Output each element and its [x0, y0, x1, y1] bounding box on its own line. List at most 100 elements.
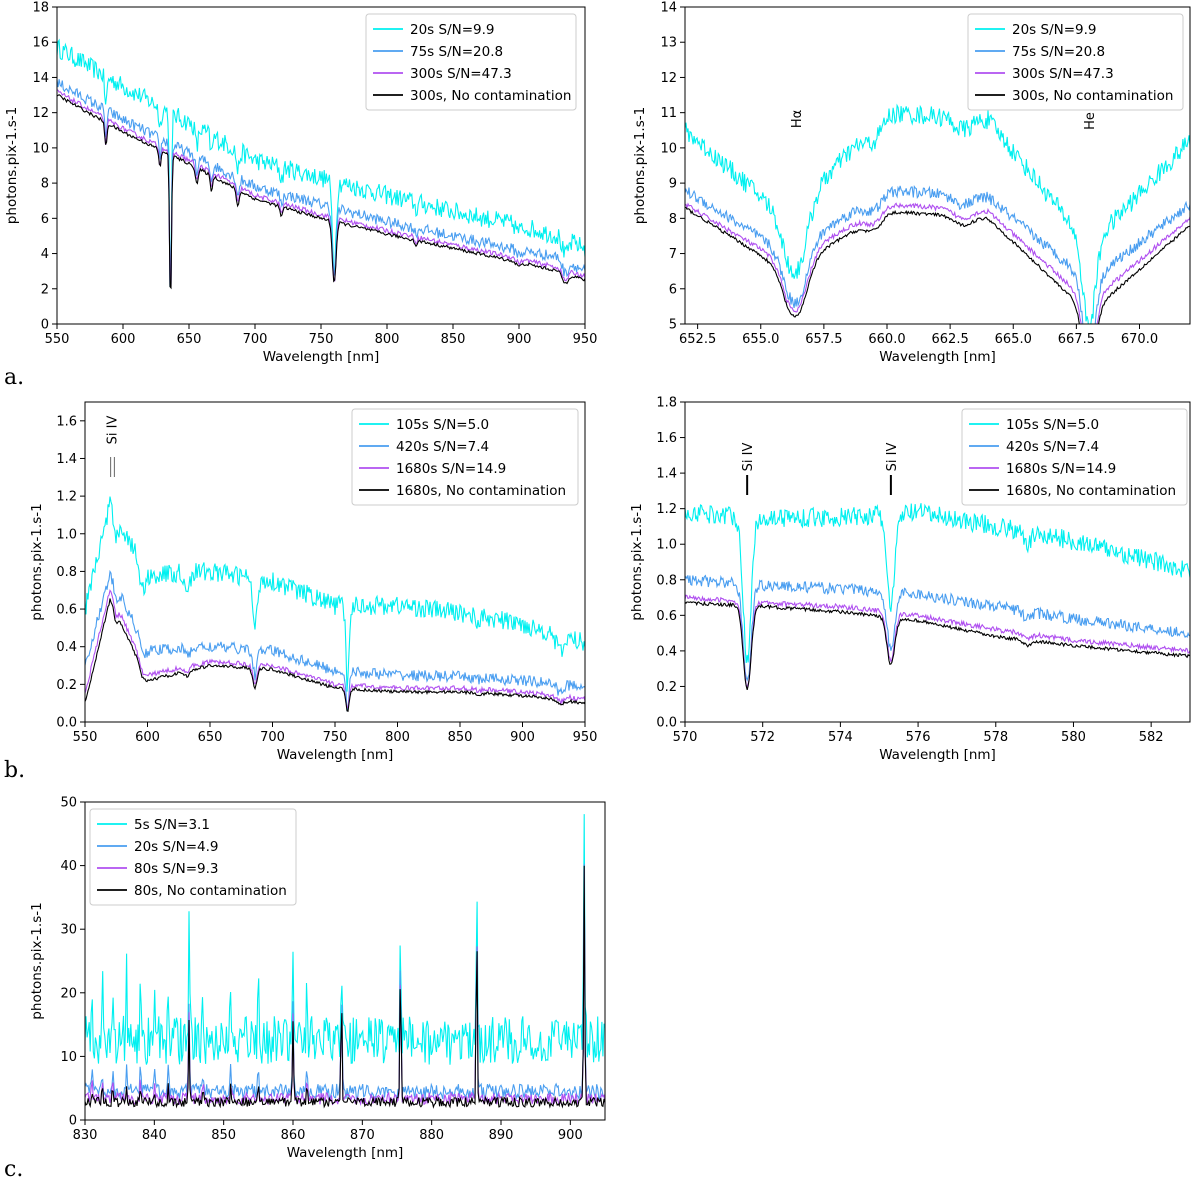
series-group — [685, 103, 1190, 324]
y-tick-label-4: 40 — [60, 859, 77, 874]
legend-box — [351, 408, 579, 506]
series-line-0 — [57, 38, 585, 287]
y-tick-label-1: 10 — [60, 1050, 77, 1065]
chart-panels: 550 600 650 700 750 800 850 900 9500246810121416… — [4, 1, 1191, 1161]
y-tick-label-6: 12 — [32, 106, 49, 121]
series-line-1 — [685, 574, 1190, 682]
legend-label-1: 20s S/N=4.9 — [134, 839, 219, 855]
x-tick-label-3: 700 — [243, 332, 268, 347]
legend-label-1: 420s S/N=7.4 — [1006, 439, 1099, 455]
series-line-2 — [685, 202, 1190, 324]
x-tick-label-1: 600 — [135, 730, 160, 745]
legend-label-1: 75s S/N=20.8 — [1012, 44, 1105, 60]
legend-label-3: 300s, No contamination — [1012, 88, 1173, 104]
panel-label-b: b. — [4, 758, 25, 783]
y-tick-label-8: 1.6 — [656, 431, 677, 446]
series-line-1 — [57, 79, 585, 288]
chart-c: 830 840 850 860 870 880 890 900 0 10 20 30 40 50 Wavel… — [29, 796, 606, 1161]
series-line-0 — [685, 503, 1190, 663]
x-tick-label-6: 890 — [489, 1128, 514, 1143]
x-tick-label-5: 665.0 — [995, 332, 1032, 347]
series-group — [85, 496, 585, 712]
annotation-si-iv-1: Si IV — [885, 443, 900, 472]
x-tick-label-1: 600 — [111, 332, 136, 347]
series-line-0 — [85, 496, 585, 692]
y-tick-label-2: 0.4 — [56, 640, 77, 655]
x-tick-label-1: 840 — [142, 1128, 167, 1143]
y-tick-label-8: 1.6 — [56, 414, 77, 429]
x-tick-label-2: 657.5 — [805, 332, 842, 347]
chart-b-right: 570 572 574 576 578 580 582 0.0 0.2 0.4 0.6 0.8 1.0 1… — [629, 396, 1191, 763]
x-tick-label-0: 550 — [73, 730, 98, 745]
y-tick-label-3: 0.6 — [56, 603, 77, 618]
panel-label-a: a. — [4, 365, 24, 390]
y-tick-label-5: 50 — [60, 796, 77, 811]
x-tick-label-4: 750 — [309, 332, 334, 347]
x-tick-label-7: 900 — [510, 730, 535, 745]
y-tick-label-9: 1.8 — [656, 396, 677, 411]
y-tick-label-1: 2 — [41, 282, 49, 297]
x-axis-label: Wavelength [nm] — [879, 747, 996, 763]
x-tick-label-6: 667.5 — [1058, 332, 1095, 347]
y-tick-label-0: 0.0 — [56, 716, 77, 731]
legend-label-0: 5s S/N=3.1 — [134, 817, 210, 833]
series-line-3 — [85, 598, 585, 712]
y-tick-label-5: 1.0 — [56, 527, 77, 542]
axes-frame — [84, 801, 606, 1121]
x-axis-label: Wavelength [nm] — [263, 349, 380, 365]
x-tick-label-2: 650 — [198, 730, 223, 745]
y-tick-label-2: 0.4 — [656, 644, 677, 659]
x-tick-label-7: 900 — [507, 332, 532, 347]
y-axis-label: photons.pix-1.s-1 — [29, 902, 45, 1019]
y-tick-label-3: 0.6 — [656, 609, 677, 624]
legend-label-2: 80s S/N=9.3 — [134, 861, 219, 877]
x-tick-label-7: 900 — [558, 1128, 583, 1143]
legend-label-1: 420s S/N=7.4 — [396, 439, 489, 455]
x-tick-label-0: 570 — [673, 730, 698, 745]
legend-label-2: 300s S/N=47.3 — [410, 66, 512, 82]
series-line-3 — [685, 206, 1190, 324]
legend-box — [365, 13, 577, 111]
y-tick-label-5: 1.0 — [656, 538, 677, 553]
legend-label-0: 105s S/N=5.0 — [396, 417, 489, 433]
annotation-si-iv: Si IV — [105, 416, 120, 445]
y-tick-label-0: 0 — [41, 318, 49, 333]
x-tick-label-2: 850 — [211, 1128, 236, 1143]
x-tick-label-6: 582 — [1139, 730, 1164, 745]
series-line-3 — [57, 94, 585, 290]
legend-box — [967, 13, 1184, 111]
x-axis-label: Wavelength [nm] — [879, 349, 996, 365]
y-tick-label-8: 16 — [32, 36, 49, 51]
annotation-heii: He — [1083, 112, 1098, 130]
y-tick-label-8: 13 — [660, 36, 677, 51]
y-tick-label-2: 20 — [60, 986, 77, 1001]
y-tick-label-3: 30 — [60, 923, 77, 938]
x-axis-label: Wavelength [nm] — [277, 747, 394, 763]
legend-label-3: 1680s, No contamination — [396, 483, 566, 499]
series-line-2 — [85, 869, 605, 1106]
chart-b-left: 550 600 650 700 750 800 850 900 950 0.0 0.2 0.4 0.6 0… — [29, 401, 597, 763]
y-tick-label-0: 0.0 — [656, 716, 677, 731]
y-tick-label-1: 0.2 — [56, 678, 77, 693]
x-tick-label-3: 576 — [906, 730, 931, 745]
y-tick-label-4: 0.8 — [56, 565, 77, 580]
series-line-3 — [85, 865, 605, 1109]
x-tick-label-4: 750 — [323, 730, 348, 745]
legend-label-3: 1680s, No contamination — [1006, 483, 1176, 499]
series-group — [85, 814, 605, 1109]
y-axis-label: photons.pix-1.s-1 — [632, 107, 648, 224]
legend-label-2: 1680s S/N=14.9 — [396, 461, 506, 477]
series-group — [685, 503, 1190, 691]
legend-label-0: 20s S/N=9.9 — [410, 22, 495, 38]
x-tick-label-5: 800 — [385, 730, 410, 745]
chart-a-left: 550 600 650 700 750 800 850 900 950 0 2 4 6 8 10 12 14 16… — [4, 1, 597, 366]
x-tick-label-0: 550 — [45, 332, 70, 347]
y-tick-label-9: 14 — [660, 1, 677, 16]
axes-frame — [684, 401, 1191, 723]
x-tick-label-5: 580 — [1061, 730, 1086, 745]
panel-label-c: c. — [4, 1157, 23, 1181]
y-tick-label-7: 1.4 — [56, 452, 77, 467]
x-tick-label-4: 578 — [983, 730, 1008, 745]
x-tick-label-1: 655.0 — [742, 332, 779, 347]
y-tick-label-3: 8 — [669, 212, 677, 227]
